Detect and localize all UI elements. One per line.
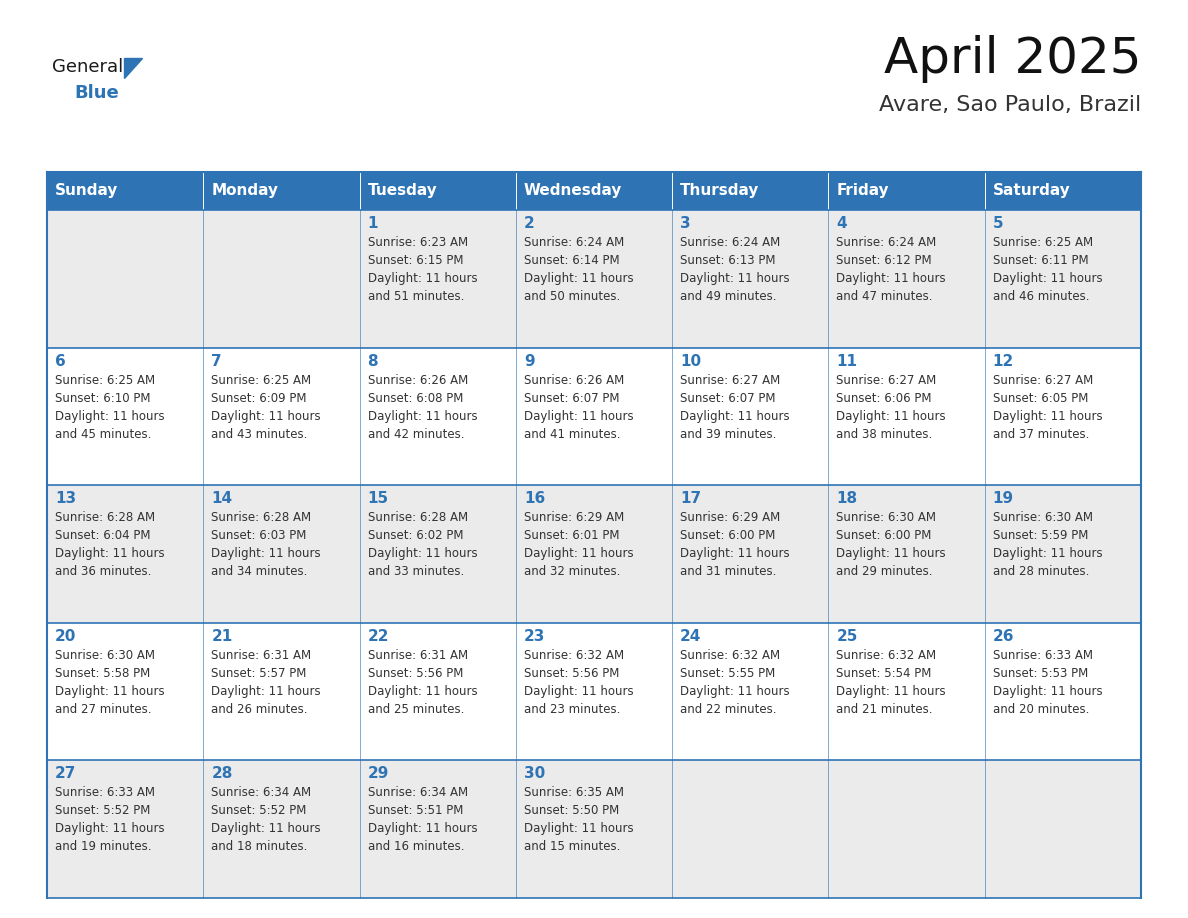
Text: Sunrise: 6:28 AM
Sunset: 6:02 PM
Daylight: 11 hours
and 33 minutes.: Sunrise: 6:28 AM Sunset: 6:02 PM Dayligh… [367,511,478,578]
Text: 5: 5 [993,216,1004,231]
Text: Sunrise: 6:30 AM
Sunset: 6:00 PM
Daylight: 11 hours
and 29 minutes.: Sunrise: 6:30 AM Sunset: 6:00 PM Dayligh… [836,511,946,578]
Text: Sunrise: 6:27 AM
Sunset: 6:07 PM
Daylight: 11 hours
and 39 minutes.: Sunrise: 6:27 AM Sunset: 6:07 PM Dayligh… [681,374,790,441]
Text: Sunrise: 6:23 AM
Sunset: 6:15 PM
Daylight: 11 hours
and 51 minutes.: Sunrise: 6:23 AM Sunset: 6:15 PM Dayligh… [367,236,478,303]
Bar [48,486,1140,622]
Text: General: General [52,58,124,76]
Text: 16: 16 [524,491,545,506]
Bar [48,172,1140,210]
Text: Thursday: Thursday [681,184,759,198]
Text: Saturday: Saturday [993,184,1070,198]
Text: 11: 11 [836,353,858,369]
Text: 22: 22 [367,629,390,644]
Text: Sunrise: 6:24 AM
Sunset: 6:12 PM
Daylight: 11 hours
and 47 minutes.: Sunrise: 6:24 AM Sunset: 6:12 PM Dayligh… [836,236,946,303]
Text: 12: 12 [993,353,1015,369]
Bar [48,348,1140,486]
Text: Sunrise: 6:28 AM
Sunset: 6:04 PM
Daylight: 11 hours
and 36 minutes.: Sunrise: 6:28 AM Sunset: 6:04 PM Dayligh… [55,511,165,578]
Text: 9: 9 [524,353,535,369]
Text: 25: 25 [836,629,858,644]
Text: 13: 13 [55,491,76,506]
Text: Sunrise: 6:25 AM
Sunset: 6:09 PM
Daylight: 11 hours
and 43 minutes.: Sunrise: 6:25 AM Sunset: 6:09 PM Dayligh… [211,374,321,441]
Text: 26: 26 [993,629,1015,644]
Text: Sunday: Sunday [55,184,119,198]
Text: 21: 21 [211,629,233,644]
Text: 1: 1 [367,216,378,231]
Text: 14: 14 [211,491,233,506]
Text: 6: 6 [55,353,65,369]
Text: Monday: Monday [211,184,278,198]
Text: Wednesday: Wednesday [524,184,623,198]
Bar [48,622,1140,760]
Text: Sunrise: 6:35 AM
Sunset: 5:50 PM
Daylight: 11 hours
and 15 minutes.: Sunrise: 6:35 AM Sunset: 5:50 PM Dayligh… [524,787,633,854]
Text: Sunrise: 6:24 AM
Sunset: 6:14 PM
Daylight: 11 hours
and 50 minutes.: Sunrise: 6:24 AM Sunset: 6:14 PM Dayligh… [524,236,633,303]
Text: Sunrise: 6:27 AM
Sunset: 6:06 PM
Daylight: 11 hours
and 38 minutes.: Sunrise: 6:27 AM Sunset: 6:06 PM Dayligh… [836,374,946,441]
Text: 28: 28 [211,767,233,781]
Text: Sunrise: 6:32 AM
Sunset: 5:55 PM
Daylight: 11 hours
and 22 minutes.: Sunrise: 6:32 AM Sunset: 5:55 PM Dayligh… [681,649,790,716]
Text: 18: 18 [836,491,858,506]
Text: Sunrise: 6:34 AM
Sunset: 5:51 PM
Daylight: 11 hours
and 16 minutes.: Sunrise: 6:34 AM Sunset: 5:51 PM Dayligh… [367,787,478,854]
Text: Sunrise: 6:25 AM
Sunset: 6:11 PM
Daylight: 11 hours
and 46 minutes.: Sunrise: 6:25 AM Sunset: 6:11 PM Dayligh… [993,236,1102,303]
Polygon shape [124,58,143,78]
Text: 29: 29 [367,767,388,781]
Text: Sunrise: 6:31 AM
Sunset: 5:57 PM
Daylight: 11 hours
and 26 minutes.: Sunrise: 6:31 AM Sunset: 5:57 PM Dayligh… [211,649,321,716]
Text: Sunrise: 6:29 AM
Sunset: 6:00 PM
Daylight: 11 hours
and 31 minutes.: Sunrise: 6:29 AM Sunset: 6:00 PM Dayligh… [681,511,790,578]
Text: 8: 8 [367,353,378,369]
Text: Sunrise: 6:31 AM
Sunset: 5:56 PM
Daylight: 11 hours
and 25 minutes.: Sunrise: 6:31 AM Sunset: 5:56 PM Dayligh… [367,649,478,716]
Text: Sunrise: 6:33 AM
Sunset: 5:53 PM
Daylight: 11 hours
and 20 minutes.: Sunrise: 6:33 AM Sunset: 5:53 PM Dayligh… [993,649,1102,716]
Text: Sunrise: 6:26 AM
Sunset: 6:07 PM
Daylight: 11 hours
and 41 minutes.: Sunrise: 6:26 AM Sunset: 6:07 PM Dayligh… [524,374,633,441]
Text: 3: 3 [681,216,690,231]
Text: Sunrise: 6:27 AM
Sunset: 6:05 PM
Daylight: 11 hours
and 37 minutes.: Sunrise: 6:27 AM Sunset: 6:05 PM Dayligh… [993,374,1102,441]
Text: Sunrise: 6:29 AM
Sunset: 6:01 PM
Daylight: 11 hours
and 32 minutes.: Sunrise: 6:29 AM Sunset: 6:01 PM Dayligh… [524,511,633,578]
Text: 4: 4 [836,216,847,231]
Text: Sunrise: 6:32 AM
Sunset: 5:56 PM
Daylight: 11 hours
and 23 minutes.: Sunrise: 6:32 AM Sunset: 5:56 PM Dayligh… [524,649,633,716]
Bar [48,210,1140,348]
Text: Sunrise: 6:33 AM
Sunset: 5:52 PM
Daylight: 11 hours
and 19 minutes.: Sunrise: 6:33 AM Sunset: 5:52 PM Dayligh… [55,787,165,854]
Text: Avare, Sao Paulo, Brazil: Avare, Sao Paulo, Brazil [879,95,1140,115]
Text: 17: 17 [681,491,701,506]
Bar [48,760,1140,898]
Text: Sunrise: 6:30 AM
Sunset: 5:58 PM
Daylight: 11 hours
and 27 minutes.: Sunrise: 6:30 AM Sunset: 5:58 PM Dayligh… [55,649,165,716]
Text: 20: 20 [55,629,76,644]
Text: Friday: Friday [836,184,889,198]
Text: Blue: Blue [74,84,119,102]
Text: 7: 7 [211,353,222,369]
Text: Sunrise: 6:34 AM
Sunset: 5:52 PM
Daylight: 11 hours
and 18 minutes.: Sunrise: 6:34 AM Sunset: 5:52 PM Dayligh… [211,787,321,854]
Text: 15: 15 [367,491,388,506]
Text: 19: 19 [993,491,1013,506]
Text: 23: 23 [524,629,545,644]
Text: 2: 2 [524,216,535,231]
Text: Sunrise: 6:26 AM
Sunset: 6:08 PM
Daylight: 11 hours
and 42 minutes.: Sunrise: 6:26 AM Sunset: 6:08 PM Dayligh… [367,374,478,441]
Text: 10: 10 [681,353,701,369]
Text: Sunrise: 6:24 AM
Sunset: 6:13 PM
Daylight: 11 hours
and 49 minutes.: Sunrise: 6:24 AM Sunset: 6:13 PM Dayligh… [681,236,790,303]
Text: April 2025: April 2025 [884,35,1140,83]
Text: Sunrise: 6:28 AM
Sunset: 6:03 PM
Daylight: 11 hours
and 34 minutes.: Sunrise: 6:28 AM Sunset: 6:03 PM Dayligh… [211,511,321,578]
Text: 24: 24 [681,629,702,644]
Text: Sunrise: 6:32 AM
Sunset: 5:54 PM
Daylight: 11 hours
and 21 minutes.: Sunrise: 6:32 AM Sunset: 5:54 PM Dayligh… [836,649,946,716]
Text: Sunrise: 6:25 AM
Sunset: 6:10 PM
Daylight: 11 hours
and 45 minutes.: Sunrise: 6:25 AM Sunset: 6:10 PM Dayligh… [55,374,165,441]
Text: Sunrise: 6:30 AM
Sunset: 5:59 PM
Daylight: 11 hours
and 28 minutes.: Sunrise: 6:30 AM Sunset: 5:59 PM Dayligh… [993,511,1102,578]
Text: 27: 27 [55,767,76,781]
Text: Tuesday: Tuesday [367,184,437,198]
Text: 30: 30 [524,767,545,781]
